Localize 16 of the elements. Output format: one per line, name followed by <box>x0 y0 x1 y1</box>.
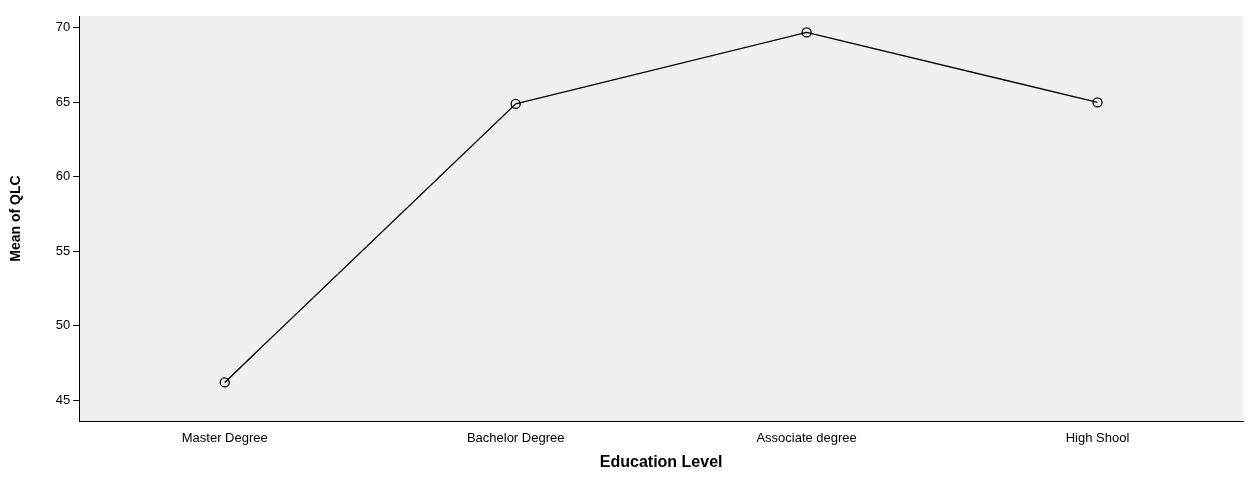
y-tick-label: 45 <box>55 391 71 407</box>
y-tick-label: 55 <box>55 242 71 258</box>
x-tick-label: Master Degree <box>181 429 268 445</box>
y-tick-label: 70 <box>55 19 71 35</box>
y-tick-label: 60 <box>55 168 71 184</box>
x-tick-label: Bachelor Degree <box>466 429 565 445</box>
point <box>219 377 230 388</box>
point <box>1092 97 1103 108</box>
y-axis-title: Mean of QLC <box>7 175 24 262</box>
x-tick-label: Associate degree <box>756 429 857 445</box>
x-axis-title: Education Level <box>599 452 723 470</box>
y-tick-label: 65 <box>55 93 71 109</box>
point <box>801 27 812 38</box>
x-tick-label: High Shool <box>1065 429 1130 445</box>
point <box>510 98 521 110</box>
y-tick-label: 50 <box>55 317 71 333</box>
